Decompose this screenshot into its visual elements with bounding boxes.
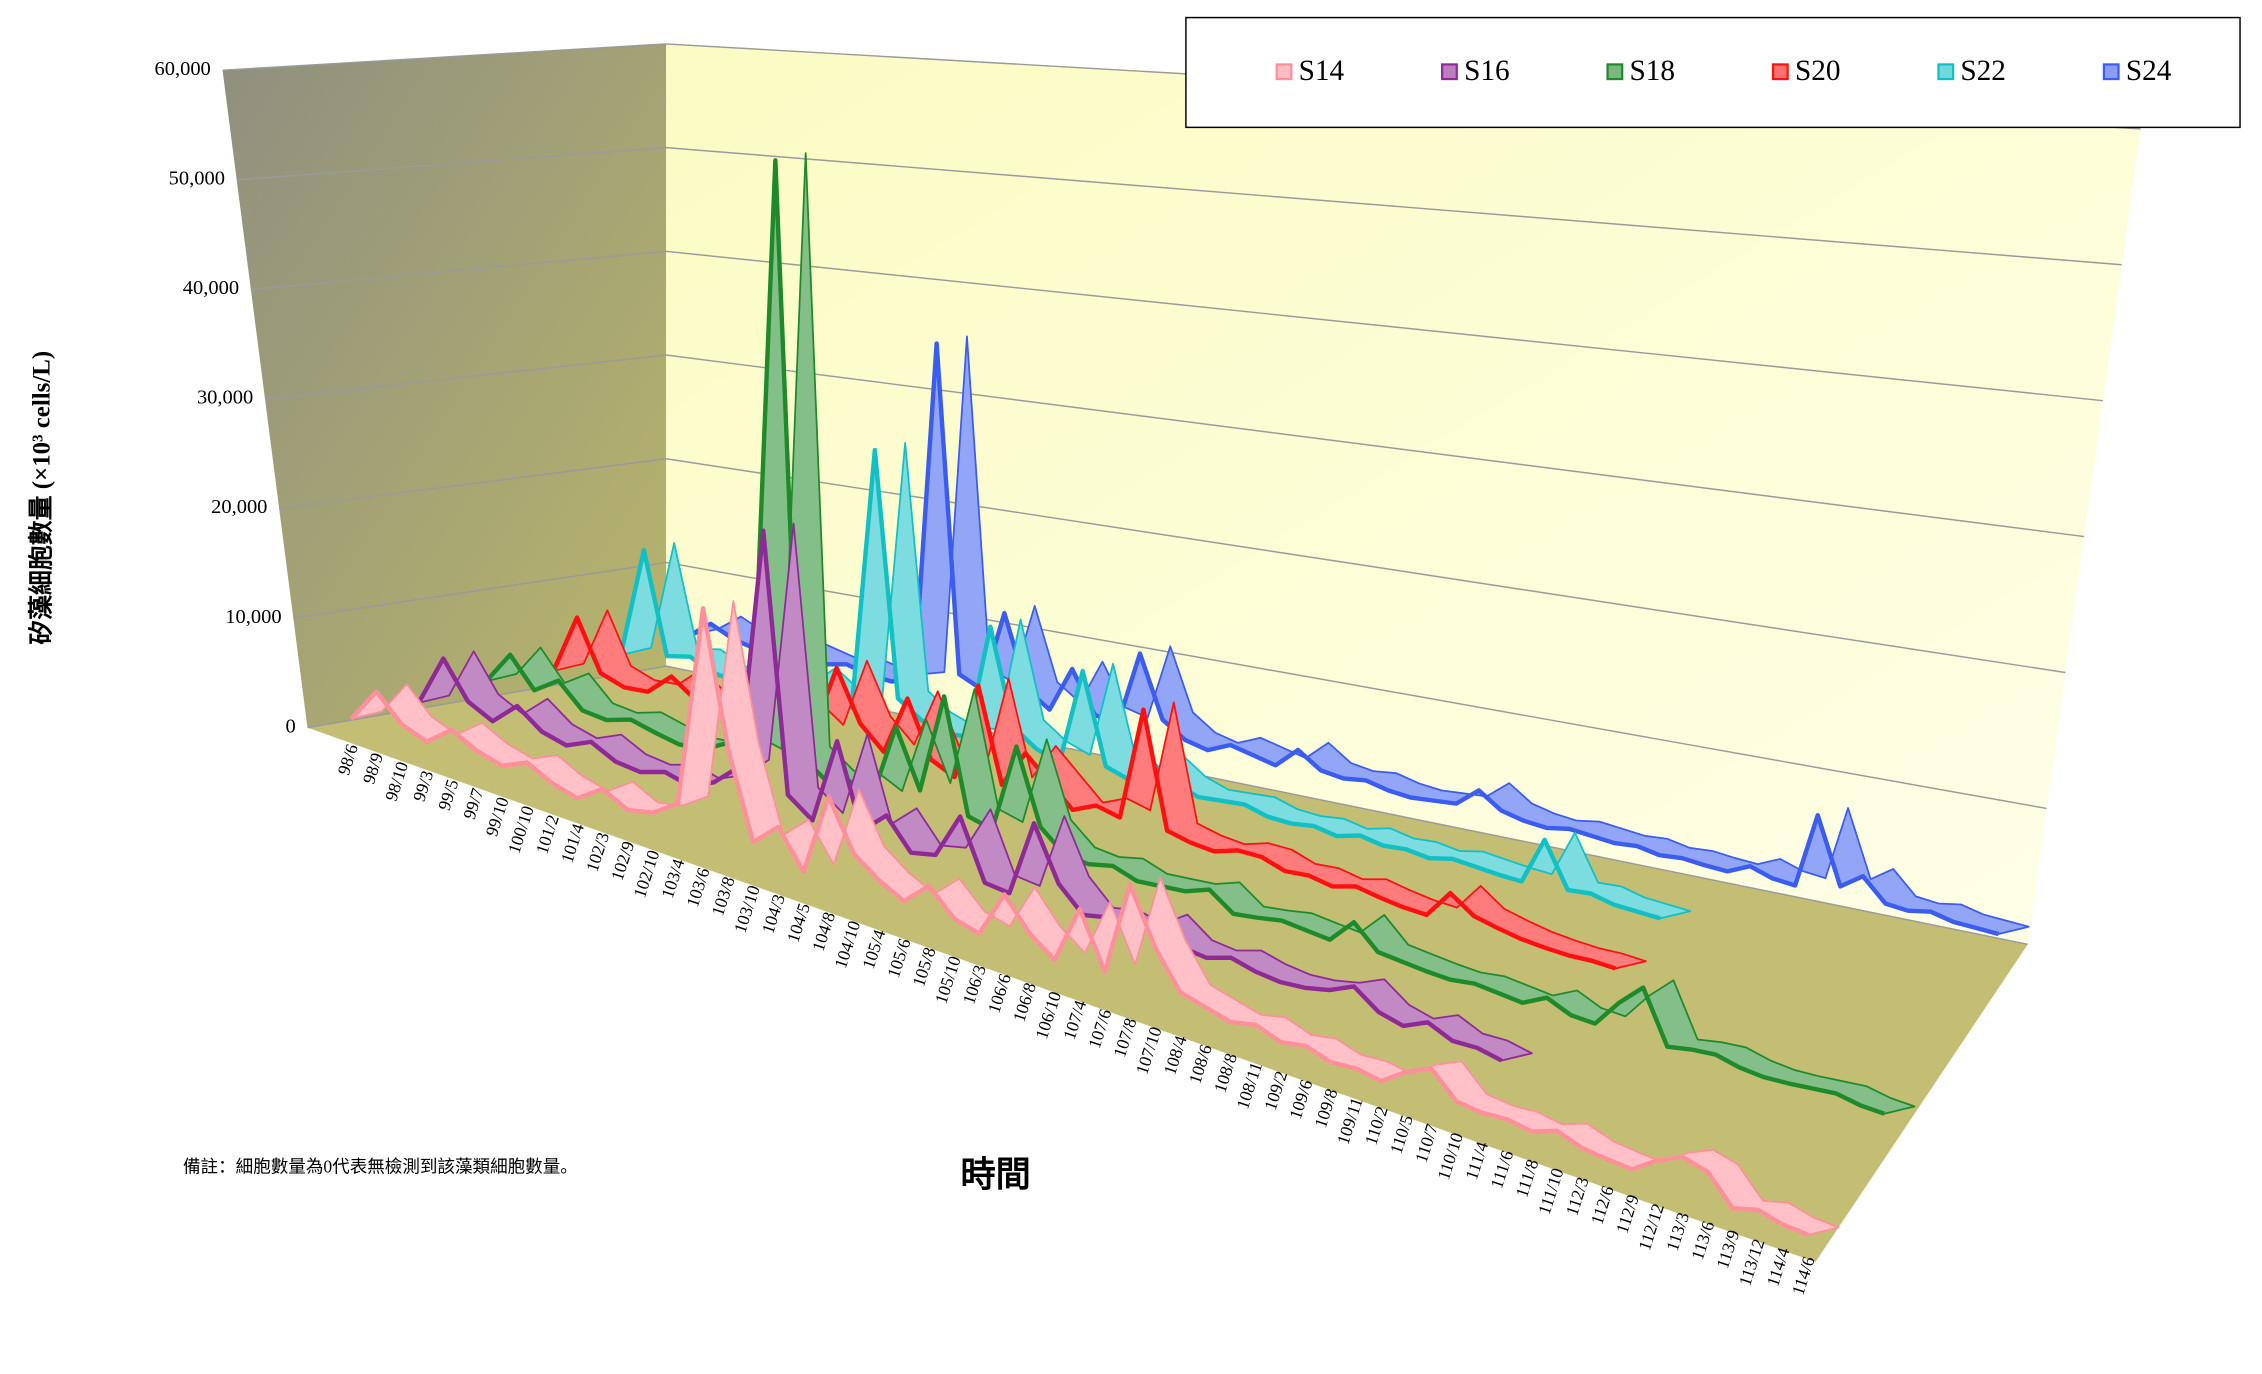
x-tick-label: 101/4 — [557, 821, 588, 865]
grid-line — [264, 354, 2085, 538]
x-tick-label: 99/5 — [434, 777, 463, 813]
grid-line — [236, 146, 2122, 266]
x-tick-label: 114/6 — [1788, 1254, 1819, 1298]
legend-swatch — [1606, 63, 1624, 81]
x-tick-label: 99/10 — [481, 794, 512, 838]
y-tick-label: 10,000 — [225, 606, 281, 628]
x-tick-label: 103/6 — [682, 865, 713, 909]
legend-swatch — [1441, 63, 1458, 81]
x-tick-label: 102/3 — [582, 830, 613, 874]
grid-line — [293, 561, 2047, 810]
grid: 0 10,000 20,000 30,000 40,000 50,000 60,000 — [154, 43, 2141, 946]
y-tick-label: 40,000 — [183, 277, 239, 299]
y-tick-label: 20,000 — [211, 496, 267, 518]
x-tick-label: 103/4 — [657, 856, 688, 900]
x-tick-label: 106/8 — [1009, 980, 1040, 1024]
y-axis-title: 矽藻細胞數量 (×10³ cells/L) — [28, 351, 56, 645]
x-tick-label: 111/8 — [1511, 1157, 1542, 1200]
x-tick-label: 103/8 — [707, 874, 738, 918]
x-tick-label: 109/8 — [1310, 1086, 1341, 1130]
x-tick-label: 99/3 — [409, 768, 438, 804]
x-tick-label: 104/3 — [758, 892, 789, 936]
legend-label: S18 — [1630, 55, 1676, 87]
x-tick-label: 99/7 — [459, 785, 488, 821]
x-tick-label: 114/4 — [1762, 1245, 1793, 1289]
x-tick-label: 105/6 — [883, 936, 914, 980]
x-tick-label: 107/4 — [1059, 998, 1090, 1042]
x-tick-label: 98/9 — [358, 750, 387, 786]
x-tick-label: 101/2 — [532, 812, 563, 856]
y-tick-label: 30,000 — [197, 387, 253, 409]
legend-box — [1185, 16, 2241, 129]
x-tick-label: 108/8 — [1210, 1051, 1241, 1095]
x-tick-label: 112/6 — [1587, 1183, 1618, 1227]
x-tick-label: 107/6 — [1084, 1006, 1115, 1050]
y-tick-label: 50,000 — [169, 168, 225, 190]
x-tick-label: 102/9 — [607, 839, 638, 883]
x-tick-label: 109/6 — [1285, 1077, 1316, 1121]
ribbons — [349, 152, 2030, 1237]
x-axis-title: 時間 — [960, 1156, 1030, 1195]
x-tick-label: 110/2 — [1361, 1104, 1392, 1148]
x-tick-label: 108/4 — [1159, 1033, 1190, 1077]
legend-swatch — [1275, 63, 1293, 81]
x-tick-label: 104/5 — [783, 900, 814, 944]
legend-label: S20 — [1795, 55, 1841, 87]
left-wall — [222, 43, 667, 728]
plot-root: 0 10,000 20,000 30,000 40,000 50,000 60,000 98… — [28, 16, 2241, 1298]
x-tick-label: 113/6 — [1687, 1218, 1718, 1262]
x-tick-label: 110/5 — [1386, 1112, 1417, 1156]
legend-label: S14 — [1299, 55, 1345, 87]
x-tick-label: 104/8 — [808, 909, 839, 953]
note: 備註：細胞數量為0代表無檢測到該藻類細胞數量。 — [183, 1156, 578, 1176]
y-tick-label: 0 — [285, 715, 295, 737]
legend-label: S22 — [1960, 55, 2006, 87]
ribbon-edge — [349, 606, 1809, 1237]
legend-swatch — [2102, 63, 2120, 81]
x-tick-label: 113/3 — [1662, 1210, 1693, 1254]
x-tick-label: 112/3 — [1561, 1174, 1592, 1218]
x-tick-label: 98/10 — [381, 759, 412, 803]
x-tick-label: 108/6 — [1185, 1042, 1216, 1086]
x-tick-label: 112/9 — [1612, 1192, 1643, 1236]
x-tick-label: 98/6 — [333, 741, 362, 777]
ribbon-edge — [484, 158, 1885, 1116]
x-tick-label: 109/2 — [1260, 1068, 1291, 1112]
legend-swatch — [1937, 63, 1955, 81]
x-tick-label: 105/4 — [858, 927, 889, 971]
x-tick-label: 111/6 — [1486, 1148, 1517, 1191]
legend-label: S16 — [1464, 55, 1510, 87]
x-tick-label: 107/8 — [1109, 1015, 1140, 1059]
x-tick-label: 106/3 — [958, 962, 989, 1006]
x-tick-label: 105/8 — [908, 945, 939, 989]
grid-line — [279, 458, 2066, 674]
grid-line — [250, 250, 2103, 402]
x-tick-label: 110/7 — [1411, 1121, 1442, 1165]
legend: S14 S16 S18 S20 S22 S24 — [1275, 55, 2172, 87]
legend-swatch — [1771, 63, 1789, 81]
x-tick-label: 113/9 — [1712, 1227, 1743, 1271]
ribbon-edge — [416, 528, 1503, 1063]
legend-label: S24 — [2126, 55, 2172, 87]
y-tick-label: 60,000 — [154, 58, 210, 80]
x-tick-label: 106/6 — [984, 971, 1015, 1015]
x-tick-label: 111/4 — [1461, 1139, 1492, 1182]
